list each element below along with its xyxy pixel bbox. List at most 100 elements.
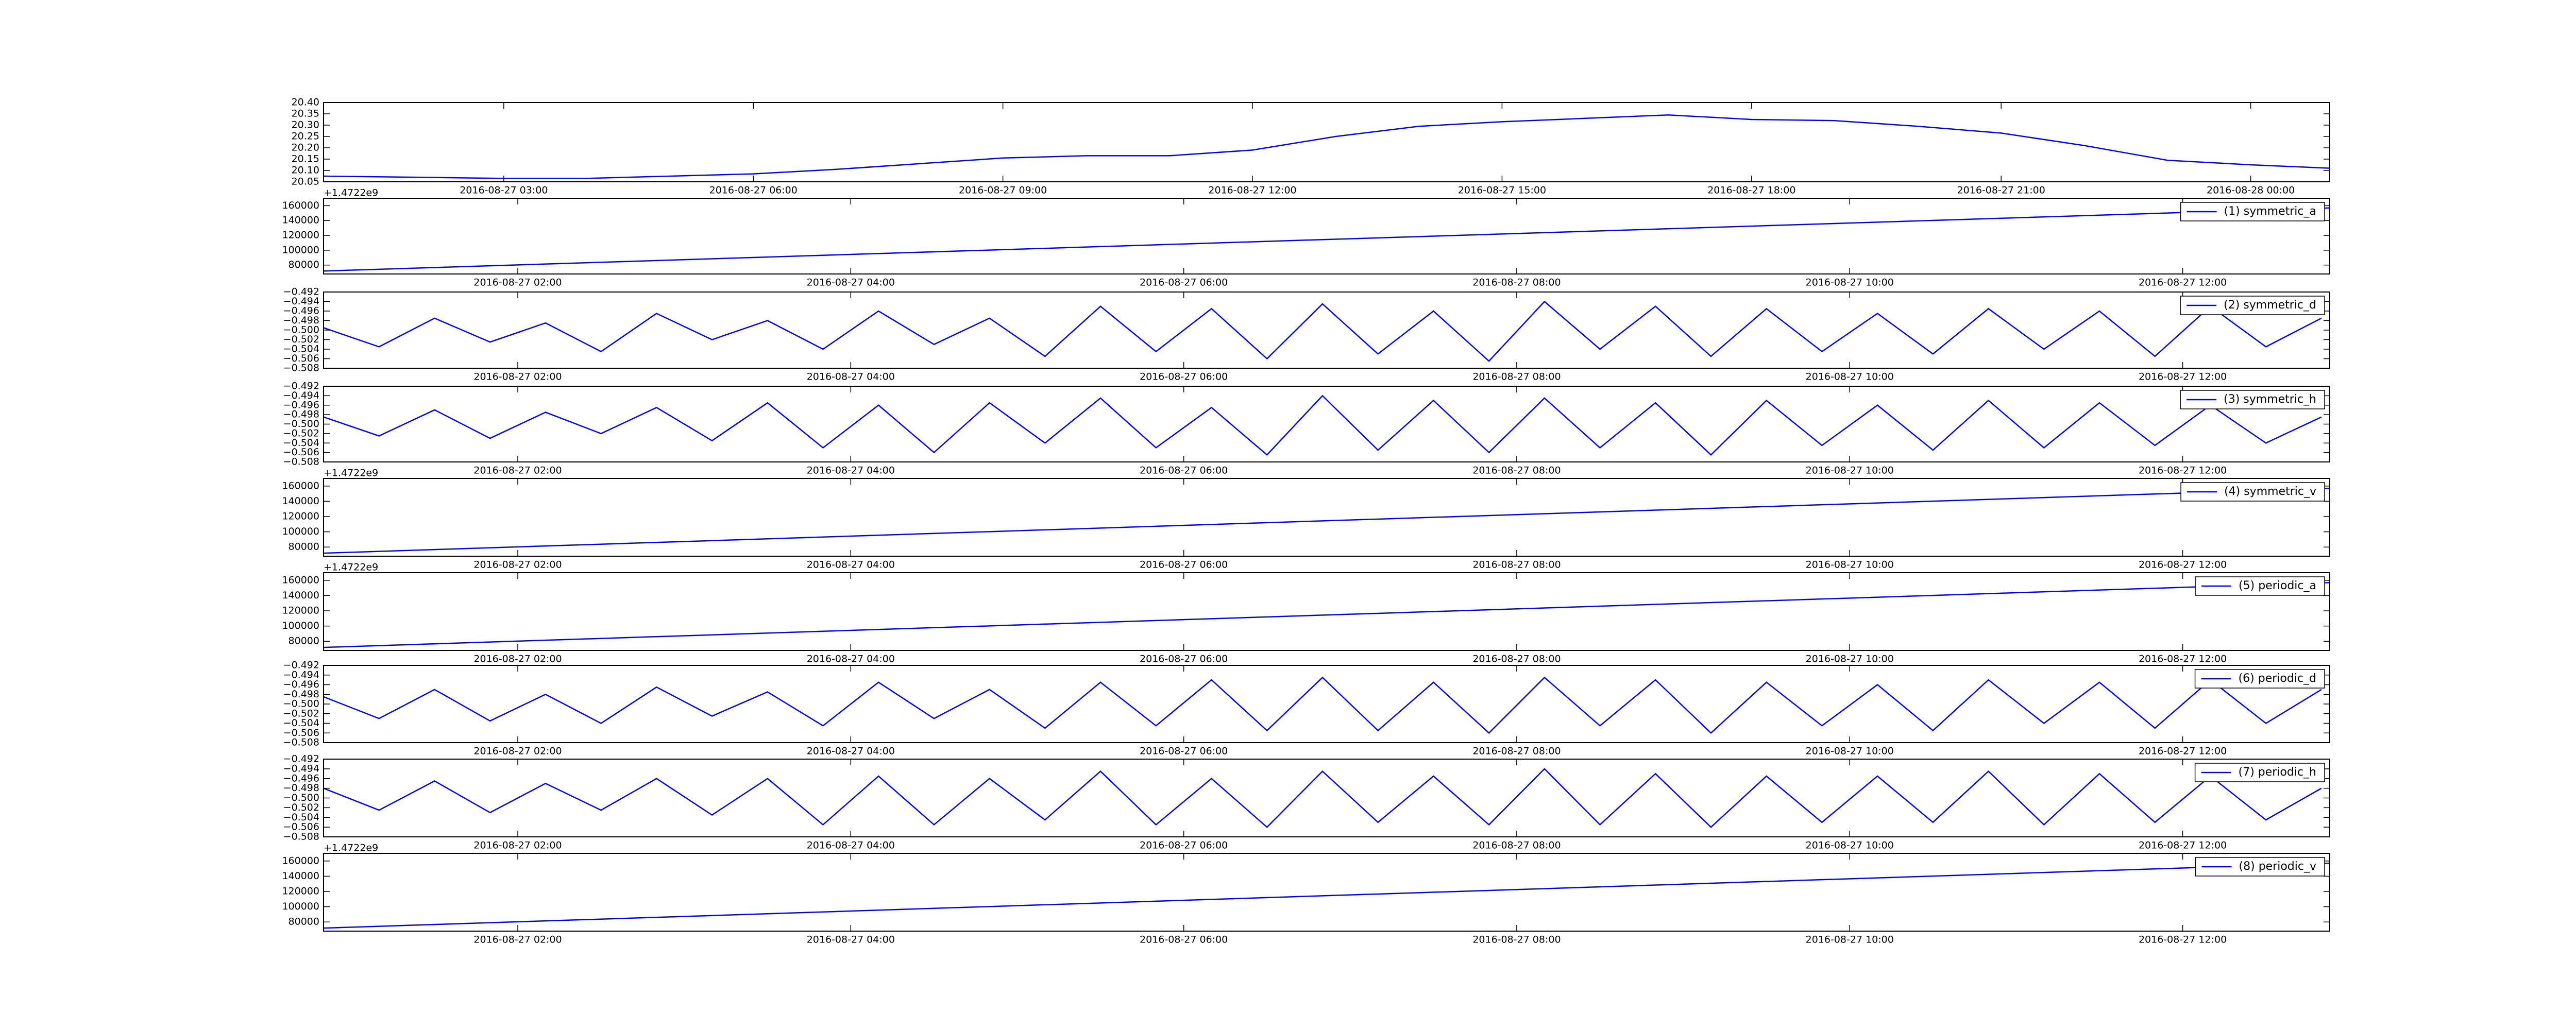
- legend-label: (3) symmetric_h: [2224, 393, 2316, 406]
- x-tick-label: 2016-08-27 12:00: [1208, 185, 1296, 196]
- y-tick-label: 20.15: [292, 153, 319, 165]
- legend-label: (1) symmetric_a: [2224, 205, 2316, 218]
- axes-frame: [323, 198, 2330, 274]
- y-tick-label: −0.502: [283, 334, 319, 345]
- legend: (5) periodic_a: [2195, 576, 2325, 596]
- y-tick-label: −0.498: [283, 782, 319, 794]
- x-tick-label: 2016-08-27 10:00: [1806, 559, 1894, 571]
- x-tick-label: 2016-08-27 10:00: [1806, 840, 1894, 851]
- axes-frame: [323, 291, 2330, 369]
- y-tick-label: −0.500: [283, 324, 319, 336]
- y-tick-label: 20.25: [292, 131, 319, 142]
- legend: (4) symmetric_v: [2180, 482, 2325, 502]
- x-tick-label: 2016-08-27 12:00: [2139, 840, 2227, 851]
- x-tick-label: 2016-08-27 08:00: [1472, 746, 1561, 757]
- x-tick-label: 2016-08-27 15:00: [1458, 185, 1546, 196]
- y-tick-label: −0.496: [283, 305, 319, 317]
- y-tick-label: 80000: [289, 541, 319, 553]
- x-tick-label: 2016-08-27 10:00: [1806, 371, 1894, 383]
- legend-box: [2180, 390, 2325, 409]
- y-tick-label: −0.492: [283, 381, 319, 392]
- y-tick-label: −0.508: [283, 363, 319, 374]
- y-tick-label: 80000: [289, 916, 319, 928]
- x-tick-label: 2016-08-27 06:00: [1140, 840, 1228, 851]
- legend: (1) symmetric_a: [2180, 202, 2325, 221]
- y-tick-label: 160000: [282, 574, 319, 586]
- x-tick-label: 2016-08-27 08:00: [1472, 371, 1561, 383]
- axes-frame: [323, 665, 2330, 743]
- y-tick-label: 140000: [282, 215, 319, 226]
- legend: (3) symmetric_h: [2180, 390, 2325, 409]
- y-tick-label: −0.500: [283, 698, 319, 710]
- y-tick-label: 120000: [282, 605, 319, 616]
- legend-label: (8) periodic_v: [2239, 860, 2316, 873]
- x-tick-label: 2016-08-27 08:00: [1472, 840, 1561, 851]
- x-tick-label: 2016-08-27 03:00: [460, 185, 548, 196]
- x-tick-label: 2016-08-27 12:00: [2139, 934, 2227, 946]
- y-tick-label: −0.506: [283, 353, 319, 364]
- y-tick-label: 120000: [282, 886, 319, 897]
- x-tick-label: 2016-08-27 10:00: [1806, 654, 1894, 665]
- legend: (7) periodic_h: [2194, 763, 2325, 782]
- x-tick-label: 2016-08-27 08:00: [1472, 465, 1561, 476]
- legend-label: (6) periodic_d: [2239, 672, 2316, 685]
- x-tick-label: 2016-08-27 10:00: [1806, 934, 1894, 946]
- x-tick-label: 2016-08-27 12:00: [2139, 277, 2227, 288]
- x-tick-label: 2016-08-27 18:00: [1707, 185, 1795, 196]
- y-tick-label: 120000: [282, 230, 319, 241]
- legend-label: (4) symmetric_v: [2224, 485, 2316, 498]
- y-tick-label: −0.502: [283, 427, 319, 439]
- x-tick-label: 2016-08-27 02:00: [473, 277, 562, 288]
- data-line: [323, 114, 2330, 179]
- x-tick-label: 2016-08-27 06:00: [1140, 746, 1228, 757]
- legend-label: (2) symmetric_d: [2224, 299, 2316, 312]
- data-line: [323, 863, 2330, 929]
- y-tick-label: −0.504: [283, 344, 319, 355]
- y-tick-label: 100000: [282, 620, 319, 631]
- axes-frame: [323, 853, 2330, 932]
- legend: (8) periodic_v: [2195, 857, 2325, 877]
- x-tick-label: 2016-08-27 04:00: [807, 465, 895, 476]
- y-tick-label: −0.494: [283, 763, 319, 774]
- x-tick-label: 2016-08-27 21:00: [1957, 185, 2045, 196]
- data-line: [323, 676, 2322, 734]
- x-tick-label: 2016-08-28 00:00: [2207, 185, 2295, 196]
- y-tick-label: −0.494: [283, 390, 319, 401]
- x-tick-label: 2016-08-27 12:00: [2139, 559, 2227, 571]
- y-tick-label: 120000: [282, 511, 319, 522]
- y-tick-label: −0.508: [283, 737, 319, 748]
- x-tick-label: 2016-08-27 06:00: [1140, 277, 1228, 288]
- x-tick-label: 2016-08-27 04:00: [807, 840, 895, 851]
- y-tick-label: 20.20: [292, 142, 319, 153]
- x-tick-label: 2016-08-27 04:00: [807, 934, 895, 946]
- y-tick-label: 100000: [282, 244, 319, 255]
- y-tick-label: −0.504: [283, 437, 319, 449]
- y-tick-label: 20.40: [292, 97, 319, 108]
- y-tick-label: −0.496: [283, 679, 319, 690]
- x-tick-label: 2016-08-27 12:00: [2139, 371, 2227, 383]
- y-tick-label: −0.500: [283, 792, 319, 803]
- x-tick-label: 2016-08-27 06:00: [1140, 559, 1228, 571]
- y-tick-label: 140000: [282, 590, 319, 601]
- y-tick-label: −0.492: [283, 286, 319, 298]
- x-tick-label: 2016-08-27 02:00: [473, 746, 562, 757]
- x-tick-label: 2016-08-27 02:00: [473, 934, 562, 946]
- y-tick-label: −0.504: [283, 717, 319, 729]
- data-line: [323, 768, 2322, 828]
- x-tick-label: 2016-08-27 02:00: [473, 840, 562, 851]
- x-tick-label: 2016-08-27 06:00: [709, 185, 798, 196]
- y-tick-label: 20.05: [292, 176, 319, 187]
- x-tick-label: 2016-08-27 02:00: [473, 371, 562, 383]
- axes-frame: [323, 759, 2330, 837]
- y-tick-label: −0.508: [283, 831, 319, 843]
- x-tick-label: 2016-08-27 04:00: [807, 371, 895, 383]
- x-tick-label: 2016-08-27 02:00: [473, 654, 562, 665]
- y-tick-label: 160000: [282, 855, 319, 866]
- y-tick-label: 20.10: [292, 165, 319, 176]
- x-tick-label: 2016-08-27 12:00: [2139, 746, 2227, 757]
- x-tick-label: 2016-08-27 04:00: [807, 277, 895, 288]
- axes-frame: [323, 386, 2330, 462]
- axes-frame: [323, 478, 2330, 557]
- x-tick-label: 2016-08-27 06:00: [1140, 465, 1228, 476]
